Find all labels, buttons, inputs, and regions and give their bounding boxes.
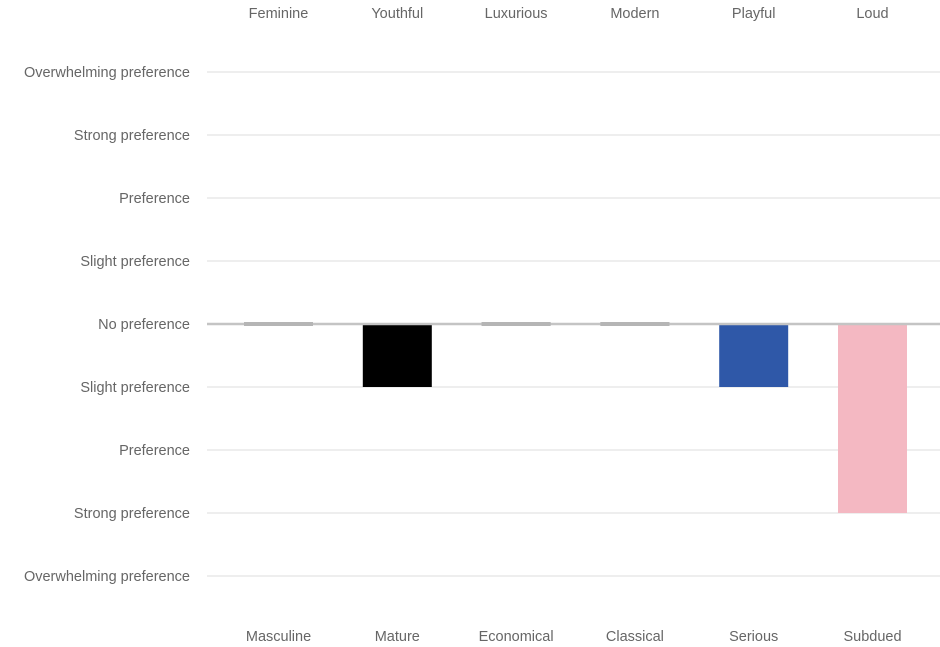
- y-tick-label: Preference: [119, 191, 190, 207]
- top-category-label: Modern: [610, 6, 659, 22]
- y-tick-labels: Overwhelming preference Strong preference…: [24, 65, 190, 585]
- y-tick-label: Strong preference: [74, 506, 190, 522]
- bar-mature: [362, 324, 432, 387]
- y-tick-label: No preference: [98, 317, 190, 333]
- top-category-label: Loud: [856, 6, 888, 22]
- grid-layer: [207, 71, 940, 577]
- bar-layer: [244, 322, 907, 513]
- neutral-marker: [481, 322, 551, 326]
- bottom-category-label: Serious: [729, 629, 778, 645]
- y-tick-label: Strong preference: [74, 128, 190, 144]
- top-category-label: Feminine: [249, 6, 309, 22]
- y-tick-label: Overwhelming preference: [24, 65, 190, 81]
- neutral-marker: [600, 322, 670, 326]
- bar-serious: [719, 324, 789, 387]
- bottom-category-label: Mature: [375, 629, 420, 645]
- neutral-marker: [244, 322, 313, 326]
- top-category-label: Luxurious: [485, 6, 548, 22]
- zero-layer: [207, 322, 940, 326]
- y-tick-label: Overwhelming preference: [24, 569, 190, 585]
- bottom-category-label: Classical: [606, 629, 664, 645]
- y-tick-label: Slight preference: [80, 254, 190, 270]
- bottom-category-label: Economical: [479, 629, 554, 645]
- y-tick-label: Preference: [119, 443, 190, 459]
- bar-subdued: [838, 324, 907, 513]
- bottom-category-labels: Masculine Mature Economical Classical Seriou…: [246, 629, 902, 645]
- y-tick-label: Slight preference: [80, 380, 190, 396]
- bottom-category-label: Masculine: [246, 629, 311, 645]
- top-category-labels: Feminine Youthful Luxurious Modern Playful Lo…: [249, 6, 889, 22]
- top-category-label: Youthful: [371, 6, 423, 22]
- top-category-label: Playful: [732, 6, 776, 22]
- bottom-category-label: Subdued: [843, 629, 901, 645]
